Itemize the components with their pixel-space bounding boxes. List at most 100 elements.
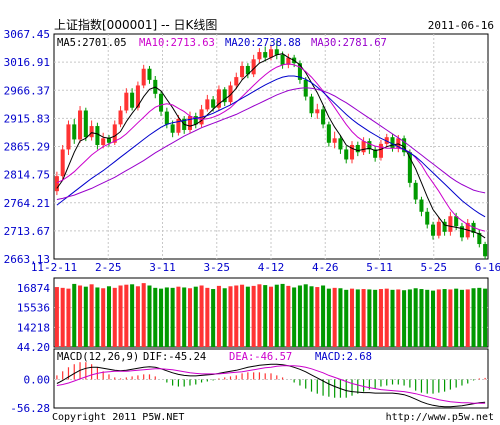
chart-date: 2011-06-16	[428, 19, 494, 32]
volume-bar	[407, 289, 412, 347]
candle-body	[332, 138, 337, 143]
volume-bar	[419, 289, 424, 347]
site-url[interactable]: http://www.p5w.net	[386, 412, 494, 423]
volume-bar	[274, 284, 279, 347]
volume-bar	[431, 290, 436, 347]
ma-legend-item: MA10:2713.63	[139, 37, 215, 49]
volume-bar	[454, 288, 459, 347]
volume-bar	[257, 284, 262, 347]
volume-bar	[286, 285, 291, 347]
volume-bar	[483, 288, 488, 347]
candle-body	[263, 52, 268, 58]
date-x-tick: 11-2-11	[31, 261, 77, 274]
candle-body	[315, 109, 320, 114]
volume-bar	[240, 284, 245, 347]
volume-bar	[170, 287, 175, 347]
candle-body	[425, 211, 430, 225]
volume-bar	[413, 288, 418, 347]
volume-bar	[436, 289, 441, 347]
candle-body	[222, 89, 227, 103]
candle-body	[378, 143, 383, 158]
ma-legend-item: MA20:2738.88	[225, 37, 301, 49]
candle-body	[78, 110, 83, 140]
volume-bar	[332, 287, 337, 347]
volume-bar	[164, 287, 169, 347]
volume-bar	[211, 289, 216, 347]
volume-bar	[95, 287, 100, 347]
volume-bar	[106, 286, 111, 347]
volume-bar	[309, 286, 314, 347]
price-y-tick: 3067.45	[4, 28, 50, 41]
volume-bar	[390, 289, 395, 347]
candle-body	[141, 68, 146, 86]
price-y-tick: 2764.21	[4, 197, 50, 210]
price-y-tick: 2915.83	[4, 112, 50, 125]
ma-legend-item: MA5:2701.05	[57, 37, 127, 49]
volume-bar	[141, 283, 146, 347]
copyright-text: Copyright 2011 P5W.NET	[52, 412, 184, 423]
date-x-tick: 3-25	[204, 261, 231, 274]
volume-bar	[402, 290, 407, 347]
volume-bar	[367, 289, 372, 347]
candle-body	[321, 109, 326, 125]
volume-bar	[321, 285, 326, 347]
candle-body	[234, 77, 239, 86]
volume-bar	[60, 287, 65, 347]
candle-body	[66, 124, 71, 150]
candle-body	[54, 176, 59, 192]
candle-body	[286, 57, 291, 65]
price-y-tick: 2865.29	[4, 141, 50, 154]
date-x-tick: 4-12	[258, 261, 285, 274]
price-y-tick: 3016.91	[4, 56, 50, 69]
volume-bar	[153, 287, 158, 347]
macd-legend-item: MACD:2.68	[315, 351, 372, 363]
candle-body	[373, 149, 378, 158]
volume-bar	[228, 286, 233, 347]
macd-y-tick: -56.28	[10, 402, 50, 415]
candle-body	[216, 89, 221, 108]
volume-bar	[459, 289, 464, 347]
candle-body	[164, 111, 169, 125]
volume-bar	[245, 286, 250, 347]
volume-bar	[251, 285, 256, 347]
volume-bar	[338, 288, 343, 347]
candle-body	[118, 110, 123, 125]
candle-body	[483, 244, 488, 257]
candle-body	[448, 216, 453, 232]
candle-body	[228, 85, 233, 103]
candle-body	[187, 116, 193, 130]
chart-title: 上证指数[000001] -- 日K线图	[54, 17, 217, 32]
candle-body	[349, 144, 355, 160]
volume-bar	[130, 284, 135, 347]
candle-body	[338, 138, 343, 150]
volume-bar	[263, 285, 268, 347]
candle-body	[83, 110, 88, 138]
candle-body	[124, 92, 129, 111]
volume-bar	[448, 289, 453, 347]
candle-body	[106, 138, 111, 143]
candle-body	[367, 141, 372, 150]
volume-bar	[83, 286, 88, 347]
candle-body	[396, 138, 401, 149]
candle-body	[384, 137, 389, 144]
volume-bar	[72, 283, 77, 347]
date-x-tick: 3-11	[149, 261, 176, 274]
candle-body	[402, 138, 407, 153]
volume-bar	[442, 289, 447, 347]
price-y-tick: 2966.37	[4, 84, 50, 97]
candle-body	[101, 138, 106, 145]
volume-bar	[326, 288, 331, 347]
volume-bar	[182, 287, 187, 347]
candle-body	[135, 85, 140, 108]
dea-line	[56, 365, 486, 404]
volume-bar	[118, 285, 123, 347]
candle-body	[95, 126, 100, 145]
candle-body	[280, 54, 285, 65]
volume-bar	[234, 285, 239, 347]
volume-bar	[54, 287, 59, 347]
candle-body	[112, 124, 117, 143]
candle-body	[477, 232, 482, 245]
candle-body	[240, 65, 245, 78]
candle-body	[274, 49, 279, 55]
